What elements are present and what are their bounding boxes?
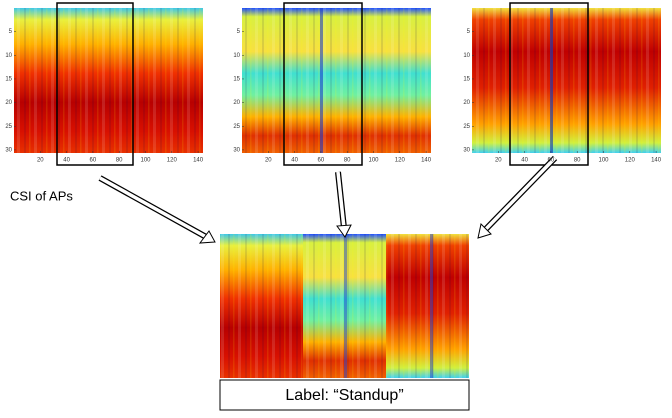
y-tick-label: 25 [233, 124, 240, 130]
label-box [219, 379, 470, 411]
heatmap-texture [242, 8, 431, 153]
heatmap-streak [550, 8, 553, 153]
arrow [336, 171, 346, 229]
x-tick-label: 80 [344, 158, 351, 164]
x-tick-label: 100 [140, 158, 151, 164]
heatmap-streak [320, 8, 323, 153]
x-tick-label: 40 [521, 158, 528, 164]
y-tick-label: 25 [463, 124, 470, 130]
x-tick-label: 60 [318, 158, 325, 164]
arrow [482, 156, 557, 233]
y-tick-label: 30 [463, 147, 470, 153]
x-tick-label: 140 [421, 158, 432, 164]
arrowhead [198, 230, 216, 244]
heatmap-texture [472, 8, 661, 153]
arrowhead [336, 224, 352, 238]
y-tick-label: 15 [5, 77, 12, 83]
x-tick-label: 100 [598, 158, 609, 164]
heatmap-streak [344, 234, 347, 378]
selection-box [56, 2, 134, 166]
arrow [99, 176, 209, 240]
x-tick-label: 140 [193, 158, 204, 164]
y-tick-label: 30 [5, 147, 12, 153]
x-tick-label: 20 [37, 158, 44, 164]
y-tick-label: 10 [463, 53, 470, 59]
y-tick-label: 10 [5, 53, 12, 59]
y-tick-label: 20 [5, 100, 12, 106]
arrows [98, 155, 558, 244]
x-tick-label: 60 [90, 158, 97, 164]
y-tick-label: 10 [233, 53, 240, 59]
x-tick-label: 120 [625, 158, 636, 164]
label-text: Label: “Standup” [285, 387, 403, 404]
heatmap-streak [430, 234, 433, 378]
arrowhead [477, 222, 492, 239]
selection-box [283, 2, 363, 166]
x-tick-label: 120 [395, 158, 406, 164]
y-tick-label: 25 [5, 124, 12, 130]
y-tick-label: 5 [9, 29, 13, 35]
x-tick-label: 80 [574, 158, 581, 164]
y-tick-label: 15 [463, 77, 470, 83]
x-tick-label: 140 [651, 158, 662, 164]
caption: CSI of APs [10, 188, 73, 203]
x-tick-label: 40 [291, 158, 298, 164]
x-tick-label: 60 [548, 158, 555, 164]
heatmap-texture [14, 8, 203, 153]
x-tick-label: 80 [116, 158, 123, 164]
x-tick-label: 20 [495, 158, 502, 164]
x-tick-label: 120 [167, 158, 178, 164]
y-tick-label: 30 [233, 147, 240, 153]
y-tick-label: 20 [233, 100, 240, 106]
x-tick-label: 100 [368, 158, 379, 164]
y-tick-label: 5 [467, 29, 471, 35]
y-tick-label: 15 [233, 77, 240, 83]
y-tick-label: 20 [463, 100, 470, 106]
x-tick-label: 40 [63, 158, 70, 164]
y-tick-label: 5 [237, 29, 241, 35]
x-tick-label: 20 [265, 158, 272, 164]
